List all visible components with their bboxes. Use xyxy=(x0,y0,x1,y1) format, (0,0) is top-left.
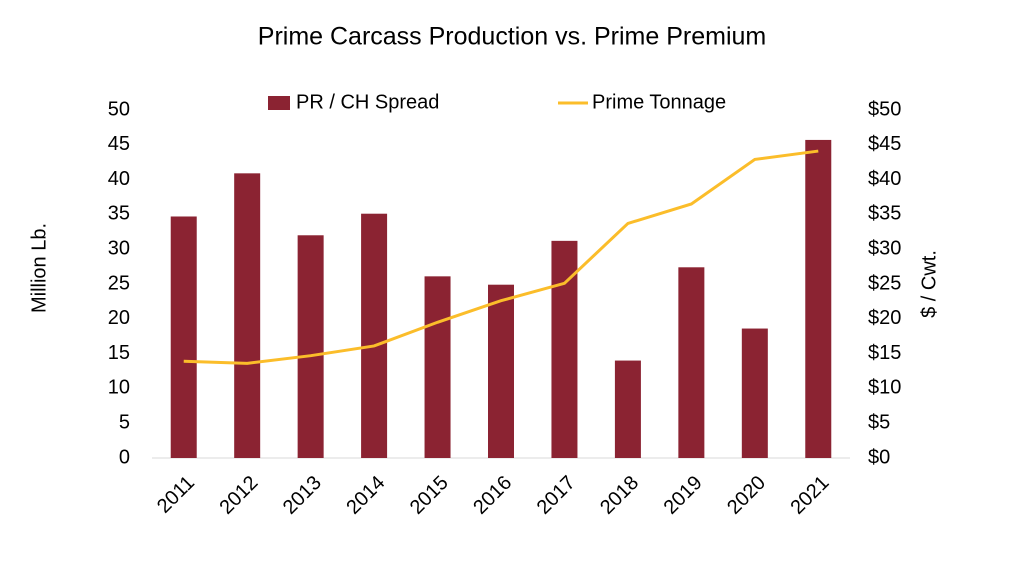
bar xyxy=(170,216,197,458)
chart-title: Prime Carcass Production vs. Prime Premi… xyxy=(258,23,766,51)
legend-label: PR / CH Spread xyxy=(296,91,439,113)
y2-tick-label: $15 xyxy=(868,342,901,364)
y-tick-label: 45 xyxy=(108,133,130,155)
bar xyxy=(488,284,514,458)
bar xyxy=(678,267,705,458)
y2-tick-label: $35 xyxy=(868,203,901,225)
y2-tick-label: $25 xyxy=(868,272,901,294)
bar xyxy=(424,276,451,458)
bar xyxy=(297,235,324,458)
x-tick-label: 2015 xyxy=(406,472,453,519)
x-tick-label: 2011 xyxy=(153,472,199,518)
y-tick-label: 50 xyxy=(108,98,130,120)
x-tick-label: 2021 xyxy=(787,472,834,519)
x-tick-label: 2013 xyxy=(279,472,326,519)
bar xyxy=(361,213,388,458)
x-tick-label: 2019 xyxy=(660,472,707,519)
bar xyxy=(805,139,832,459)
y2-tick-label: $40 xyxy=(868,168,901,190)
bar xyxy=(234,173,261,458)
y2-tick-label: $45 xyxy=(868,133,901,155)
y-tick-label: 5 xyxy=(119,411,130,433)
y2-tick-label: $10 xyxy=(868,377,901,399)
legend-swatch xyxy=(268,96,290,110)
y-tick-label: 35 xyxy=(108,203,130,225)
y-tick-label: 20 xyxy=(108,307,130,329)
bar xyxy=(614,360,641,458)
y-tick-label: 15 xyxy=(108,342,130,364)
x-tick-label: 2020 xyxy=(723,472,770,519)
x-tick-label: 2012 xyxy=(215,472,262,519)
x-tick-label: 2017 xyxy=(533,472,580,519)
y-tick-label: 40 xyxy=(108,168,130,190)
line xyxy=(183,149,819,365)
y2-axis-title: $ / Cwt. xyxy=(918,250,940,318)
y2-tick-label: $5 xyxy=(868,411,890,433)
y-tick-label: 0 xyxy=(119,446,130,468)
x-tick-label: 2018 xyxy=(596,472,643,519)
bar xyxy=(741,328,768,458)
y2-tick-label: $30 xyxy=(868,237,901,259)
y2-tick-label: $50 xyxy=(868,98,901,120)
x-tick-label: 2016 xyxy=(469,472,516,519)
y-tick-label: 25 xyxy=(108,272,130,294)
y2-tick-label: $20 xyxy=(868,307,901,329)
x-tick-label: 2014 xyxy=(342,472,389,519)
y2-tick-label: $0 xyxy=(868,446,890,468)
y-axis-title: Million Lb. xyxy=(28,223,50,313)
legend-label: Prime Tonnage xyxy=(592,91,726,113)
y-tick-label: 30 xyxy=(108,237,130,259)
y-tick-label: 10 xyxy=(108,377,130,399)
